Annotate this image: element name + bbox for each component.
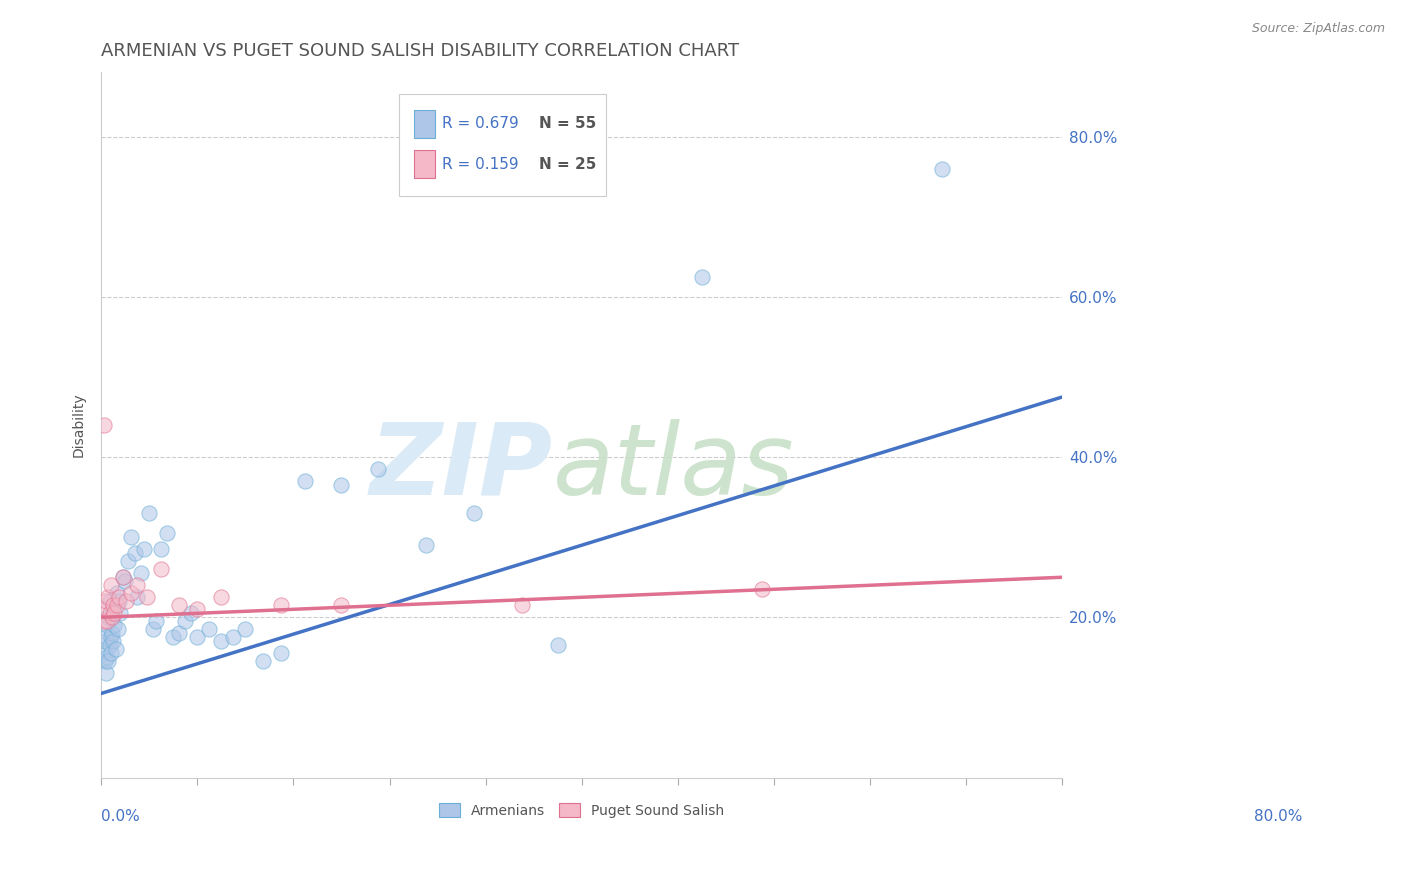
Point (93, 646, 115, 660)
Point (330, 478, 353, 492)
Point (101, 610, 124, 624)
Point (103, 634, 125, 648)
Point (97, 591, 120, 605)
Point (111, 570, 134, 584)
Point (94, 602, 117, 616)
Point (222, 631, 245, 645)
Point (270, 599, 292, 613)
Point (510, 599, 533, 613)
Point (120, 586, 142, 600)
Point (367, 462, 389, 476)
Point (115, 594, 138, 608)
Point (330, 599, 353, 613)
Point (103, 618, 125, 632)
Point (98, 638, 121, 652)
Point (94, 631, 117, 645)
Point (98, 607, 121, 621)
Point (93, 615, 115, 629)
Text: R = 0.159: R = 0.159 (443, 157, 519, 171)
Point (186, 602, 208, 616)
Point (150, 562, 173, 576)
Point (252, 654, 274, 668)
Point (162, 631, 184, 645)
Point (142, 623, 165, 637)
Point (108, 594, 131, 608)
Point (127, 591, 149, 605)
Point (135, 591, 157, 605)
Point (94, 654, 117, 668)
Bar (413, 150, 434, 178)
Point (98, 594, 121, 608)
Point (103, 607, 125, 621)
Point (235, 623, 257, 637)
Text: ZIP: ZIP (370, 419, 553, 516)
Text: 0.0%: 0.0% (101, 809, 141, 824)
FancyBboxPatch shape (399, 94, 606, 196)
Point (105, 586, 128, 600)
Point (169, 599, 191, 613)
Point (97, 610, 120, 624)
Point (209, 591, 232, 605)
Point (105, 599, 128, 613)
Point (103, 599, 125, 613)
Point (129, 566, 152, 581)
Point (100, 578, 122, 592)
Text: Source: ZipAtlas.com: Source: ZipAtlas.com (1251, 22, 1385, 36)
Point (547, 638, 569, 652)
Point (294, 474, 316, 488)
Point (180, 607, 202, 621)
Text: ARMENIAN VS PUGET SOUND SALISH DISABILITY CORRELATION CHART: ARMENIAN VS PUGET SOUND SALISH DISABILIT… (101, 42, 740, 60)
Point (111, 570, 134, 584)
Point (110, 607, 132, 621)
Point (94, 634, 117, 648)
Point (415, 538, 437, 552)
Point (94, 666, 117, 681)
Point (124, 546, 146, 560)
Text: N = 25: N = 25 (538, 157, 596, 171)
Point (107, 623, 129, 637)
Point (100, 631, 122, 645)
Point (145, 615, 167, 629)
Point (751, 582, 773, 597)
Text: R = 0.679: R = 0.679 (443, 116, 519, 131)
Point (100, 646, 122, 660)
Point (198, 623, 221, 637)
Text: 80.0%: 80.0% (1254, 809, 1302, 824)
Point (114, 574, 136, 589)
Legend: Armenians, Puget Sound Salish: Armenians, Puget Sound Salish (433, 797, 730, 823)
Point (138, 506, 160, 520)
Text: atlas: atlas (553, 419, 794, 516)
Point (174, 615, 197, 629)
Point (101, 610, 124, 624)
Point (96, 618, 118, 632)
Text: N = 55: N = 55 (538, 116, 596, 131)
Point (104, 642, 127, 657)
Y-axis label: Disability: Disability (72, 392, 86, 458)
Point (134, 542, 156, 557)
Point (463, 506, 485, 520)
Point (97, 654, 120, 668)
Point (156, 526, 179, 541)
Point (150, 542, 173, 557)
Point (101, 626, 124, 640)
Point (127, 578, 149, 592)
Point (94, 594, 117, 608)
Point (931, 161, 953, 176)
Point (96, 650, 118, 665)
Point (120, 530, 142, 544)
Point (169, 626, 191, 640)
Point (270, 646, 292, 660)
Point (209, 634, 232, 648)
Point (103, 602, 125, 616)
Bar (413, 110, 434, 138)
Point (108, 591, 131, 605)
Point (93, 417, 115, 432)
Point (117, 554, 139, 568)
Point (96, 615, 118, 629)
Point (186, 631, 208, 645)
Point (690, 269, 713, 284)
